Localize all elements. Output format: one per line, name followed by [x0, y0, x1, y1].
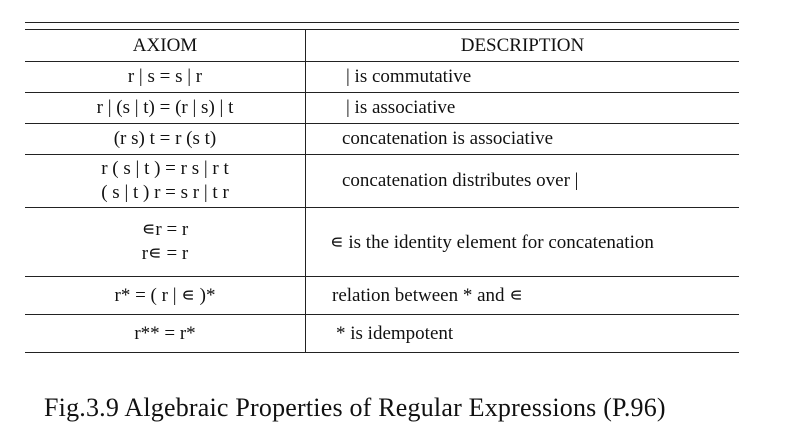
table-header-row: AXIOM DESCRIPTION	[25, 30, 739, 62]
table-row: r | s = s | r | is commutative	[25, 61, 739, 93]
axiom-cell: (r s) t = r (s t)	[25, 123, 306, 155]
axiom-text: (r s) t = r (s t)	[113, 128, 217, 149]
top-double-rule-1	[25, 22, 739, 23]
description-cell: concatenation distributes over |	[305, 154, 739, 208]
description-cell: relation between * and ∊	[305, 276, 739, 315]
table-row: r* = ( r | ∊ )* relation between * and ∊	[25, 276, 739, 315]
description-cell: | is associative	[305, 92, 739, 124]
description-cell: ∊ is the identity element for concatenat…	[305, 207, 739, 277]
description-cell: concatenation is associative	[305, 123, 739, 155]
axiom-text: r | (s | t) = (r | s) | t	[96, 97, 234, 118]
axiom-text: r | s = s | r	[127, 66, 203, 87]
axiom-text: r∊ = r	[141, 243, 189, 264]
axiom-cell: r | s = s | r	[25, 61, 306, 93]
table-row: (r s) t = r (s t) concatenation is assoc…	[25, 123, 739, 155]
axioms-table-frame: AXIOM DESCRIPTION r | s = s | r | is com…	[25, 22, 739, 353]
axiom-text: ( s | t ) r = s r | t r	[101, 182, 229, 203]
header-axiom: AXIOM	[25, 30, 306, 62]
axiom-cell: r* = ( r | ∊ )*	[25, 276, 306, 315]
figure-caption: Fig.3.9 Algebraic Properties of Regular …	[44, 393, 666, 422]
top-double-rule-2	[25, 29, 739, 30]
axiom-cell: r ( s | t ) = r s | r t ( s | t ) r = s …	[25, 154, 306, 208]
axiom-cell: r | (s | t) = (r | s) | t	[25, 92, 306, 124]
axioms-table: AXIOM DESCRIPTION r | s = s | r | is com…	[25, 30, 739, 353]
table-row: r | (s | t) = (r | s) | t | is associati…	[25, 92, 739, 124]
header-description: DESCRIPTION	[305, 30, 739, 62]
axiom-text: r ( s | t ) = r s | r t	[101, 158, 229, 179]
table-row: r ( s | t ) = r s | r t ( s | t ) r = s …	[25, 154, 739, 208]
axiom-text: ∊r = r	[141, 219, 189, 240]
axiom-text: r* = ( r | ∊ )*	[114, 284, 216, 306]
table-row: ∊r = r r∊ = r ∊ is the identity element …	[25, 207, 739, 277]
description-cell: * is idempotent	[305, 314, 739, 353]
axiom-cell: r** = r*	[25, 314, 306, 353]
description-cell: | is commutative	[305, 61, 739, 93]
axiom-cell: ∊r = r r∊ = r	[25, 207, 306, 277]
axiom-text: r** = r*	[134, 322, 196, 344]
table-row: r** = r* * is idempotent	[25, 314, 739, 353]
